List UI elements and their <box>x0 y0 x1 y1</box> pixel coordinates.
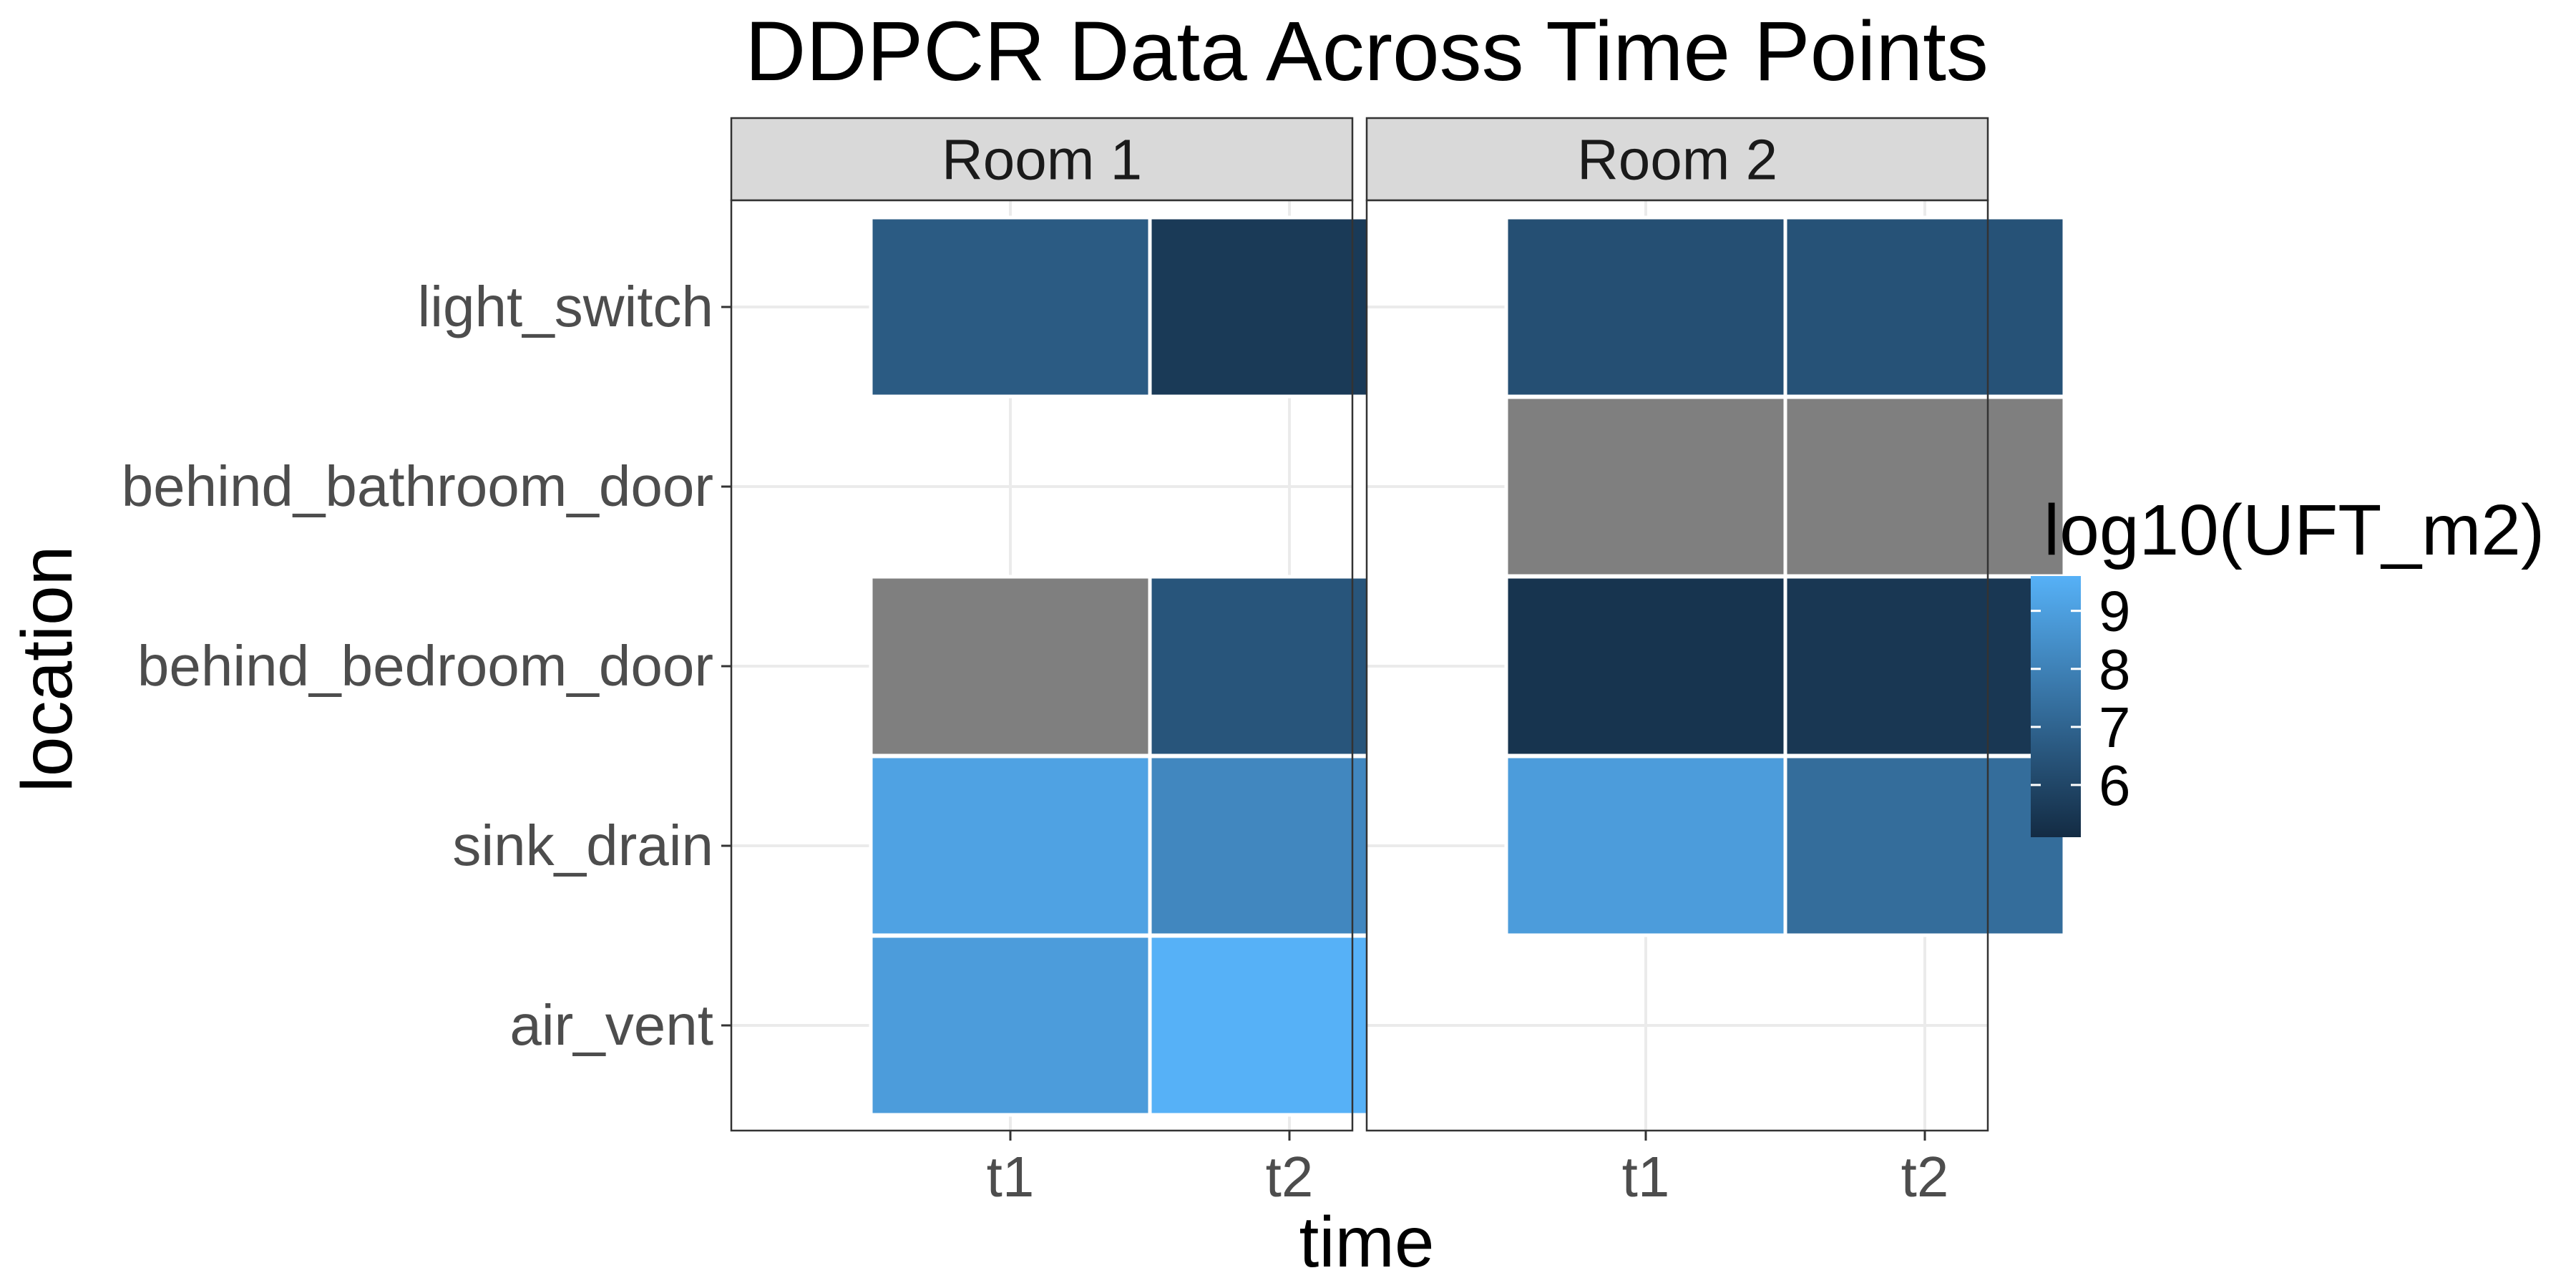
chart-title: DDPCR Data Across Time Points <box>745 4 1989 99</box>
x-tick-label: t1 <box>987 1145 1035 1209</box>
x-tick-label: t2 <box>1266 1145 1314 1209</box>
heatmap-tile <box>1783 575 2067 758</box>
heatmap-tile <box>869 934 1152 1117</box>
y-tick-label: air_vent <box>509 993 713 1057</box>
heatmap-tile <box>1783 754 2067 937</box>
heatmap-tile <box>1783 395 2067 578</box>
heatmap-tile <box>1783 215 2067 399</box>
legend-title: log10(UFT_m2) <box>2044 490 2545 570</box>
y-tick-label: sink_drain <box>452 814 713 877</box>
x-axis-title: time <box>1299 1202 1435 1282</box>
heatmap-tile <box>1504 395 1787 578</box>
legend-tick-label: 7 <box>2099 696 2131 759</box>
legend-colorbar <box>2031 576 2081 837</box>
y-tick-label: behind_bedroom_door <box>137 634 713 698</box>
legend-tick-label: 8 <box>2099 638 2131 701</box>
x-tick-label: t2 <box>1901 1145 1949 1209</box>
heatmap-tile <box>1504 215 1787 399</box>
legend-tick-label: 6 <box>2099 753 2131 817</box>
panel-border <box>1365 199 1989 1132</box>
legend-tick-label: 9 <box>2099 580 2131 643</box>
y-tick-label: behind_bathroom_door <box>122 454 713 518</box>
heatmap-tile <box>869 575 1152 758</box>
facet-strip <box>1365 117 1989 202</box>
heatmap-tile <box>1504 754 1787 937</box>
y-tick-label: light_switch <box>417 275 713 338</box>
heatmap-tile <box>1504 575 1787 758</box>
facet-label: Room 2 <box>1577 128 1777 192</box>
facet-label: Room 1 <box>942 128 1142 192</box>
y-axis-title: location <box>7 546 87 793</box>
facet-strip <box>730 117 1354 202</box>
heatmap-tile <box>869 215 1152 399</box>
x-tick-label: t1 <box>1622 1145 1670 1209</box>
heatmap-tile <box>869 754 1152 937</box>
